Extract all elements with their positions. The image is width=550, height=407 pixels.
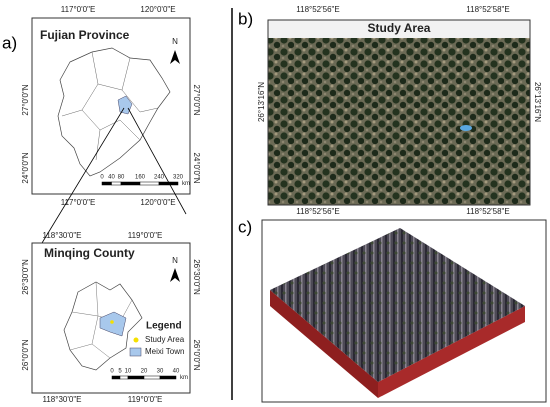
north-arrow [170, 50, 180, 64]
connector [127, 107, 187, 215]
map-title: Minqing County [44, 246, 135, 260]
tick-label: 24°0'0"N [192, 152, 201, 183]
fujian-map: Fujian Province N 117°0'0"E 120°0'0"E 11… [21, 5, 201, 207]
scale-label: 320 [173, 175, 184, 181]
north-label: N [172, 256, 178, 265]
tick-label: 118°30'0"E [42, 395, 81, 404]
tick-label: 118°30'0"E [42, 231, 81, 240]
tick-label: 118°52'58"E [466, 5, 509, 14]
tick-label: 117°0'0"E [61, 198, 96, 207]
tick-label: 119°0'0"E [128, 231, 163, 240]
scale-label: 0 [100, 175, 104, 181]
tick-label: 26°30'0"N [192, 259, 201, 295]
scale-label: 30 [157, 369, 164, 375]
tick-label: 118°52'58"E [466, 207, 509, 216]
scale-label: 20 [141, 369, 148, 375]
scale-segment [139, 181, 160, 186]
tick-label: 26°13'16"N [257, 82, 266, 122]
map-frame [31, 17, 191, 195]
map-frame [267, 19, 531, 206]
north-arrow [170, 268, 180, 282]
scale-label: 0 [110, 369, 114, 375]
meixi-town [99, 311, 127, 337]
tick-label: 24°0'0"N [21, 152, 30, 183]
scale-segment [158, 181, 179, 186]
legend-title: Legend [146, 321, 182, 332]
scale-segment [127, 375, 145, 380]
scale-label: 10 [125, 369, 132, 375]
block-side [270, 290, 378, 398]
tick-label: 27°0'0"N [21, 84, 30, 115]
tick-label: 26°0'0"N [192, 339, 201, 370]
study-area-point [110, 320, 114, 324]
title-bar [268, 20, 530, 38]
province [57, 47, 171, 177]
legend-label: Study Area [145, 335, 185, 344]
panel-label: a) [2, 33, 17, 52]
scale-segment [119, 375, 129, 380]
terrain-surface [270, 228, 525, 382]
scale-segment [111, 181, 122, 186]
tick-label: 120°0'0"E [140, 5, 175, 14]
tick-label: 118°52'56"E [296, 5, 339, 14]
tick-label: 117°0'0"E [61, 5, 96, 14]
block-side [378, 306, 525, 398]
aerial-image [268, 20, 530, 205]
legend-label: Meixi Town [145, 347, 184, 356]
tick-label: 27°0'0"N [192, 84, 201, 115]
scale-label: 80 [118, 175, 125, 181]
legend-symbol [133, 337, 139, 343]
tick-label: 118°52'56"E [296, 207, 339, 216]
scale-segment [120, 181, 141, 186]
panel-label: c) [238, 217, 252, 236]
map-title: Fujian Province [40, 28, 130, 42]
tick-label: 26°0'0"N [21, 339, 30, 370]
map-title: Study Area [368, 21, 431, 35]
panel-frame [261, 219, 547, 403]
tick-label: 26°30'0"N [21, 259, 30, 295]
boundaries [61, 51, 159, 161]
minqing-map: Minqing County N Legend Study Area Meixi… [21, 231, 201, 404]
connector [41, 107, 125, 244]
north-label: N [172, 37, 178, 46]
scale-label: 40 [108, 175, 115, 181]
tick-label: 119°0'0"E [128, 395, 163, 404]
tick-label: 120°0'0"E [140, 198, 175, 207]
blue-object [460, 125, 472, 131]
scale-label: 240 [154, 175, 165, 181]
panel-label: b) [238, 9, 253, 28]
study-area-map: Study Area 118°52'56"E 118°52'58"E 118°5… [257, 5, 542, 216]
scale-label: 40 [173, 369, 180, 375]
map-frame [31, 242, 191, 394]
tick-label: 26°13'16"N [533, 82, 542, 122]
scale-unit: km [180, 375, 188, 381]
scale-segment [143, 375, 161, 380]
scale-segment [159, 375, 177, 380]
scale-label: 160 [135, 175, 146, 181]
scale-label: 5 [118, 369, 122, 375]
scale-unit: km [182, 181, 190, 187]
legend-symbol [129, 347, 142, 357]
3d-model [261, 219, 547, 403]
scale-segment [101, 181, 112, 186]
scale-segment [111, 375, 121, 380]
